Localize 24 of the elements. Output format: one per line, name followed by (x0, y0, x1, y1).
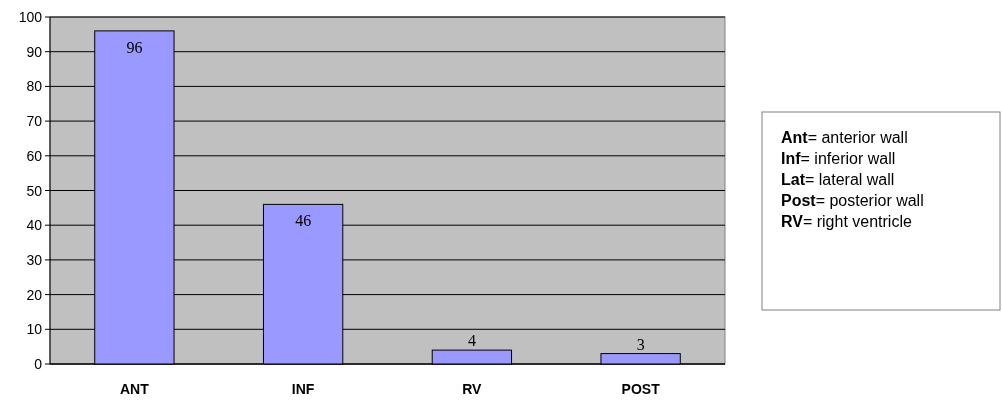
data-label: 96 (126, 38, 143, 56)
y-tick-label: 50 (26, 182, 43, 199)
y-tick-label: 80 (26, 78, 43, 95)
y-tick-label: 40 (26, 217, 43, 234)
y-tick-label: 0 (34, 356, 43, 372)
y-tick-label: 60 (26, 147, 43, 164)
y-tick-label: 10 (26, 321, 43, 338)
text: Inf= inferior wall (781, 150, 896, 167)
data-label: 4 (467, 332, 476, 350)
x-tick-label: ANT (119, 381, 150, 397)
y-tick-label: 100 (18, 9, 43, 25)
y-tick-label: 90 (26, 43, 43, 60)
data-label: 3 (636, 335, 645, 353)
text: Post= posterior wall (781, 192, 924, 209)
y-tick-label: 20 (26, 286, 43, 303)
x-tick-label: POST (621, 381, 661, 397)
y-tick-label: 70 (26, 113, 43, 130)
text: Lat= lateral wall (781, 171, 895, 188)
text: RV= right ventricle (781, 213, 912, 230)
y-tick-label: 30 (26, 251, 43, 268)
x-tick-label: RV (462, 381, 483, 397)
x-tick-label: INF (291, 381, 315, 397)
text: Ant= anterior wall (781, 129, 908, 146)
data-label: 46 (295, 212, 312, 230)
